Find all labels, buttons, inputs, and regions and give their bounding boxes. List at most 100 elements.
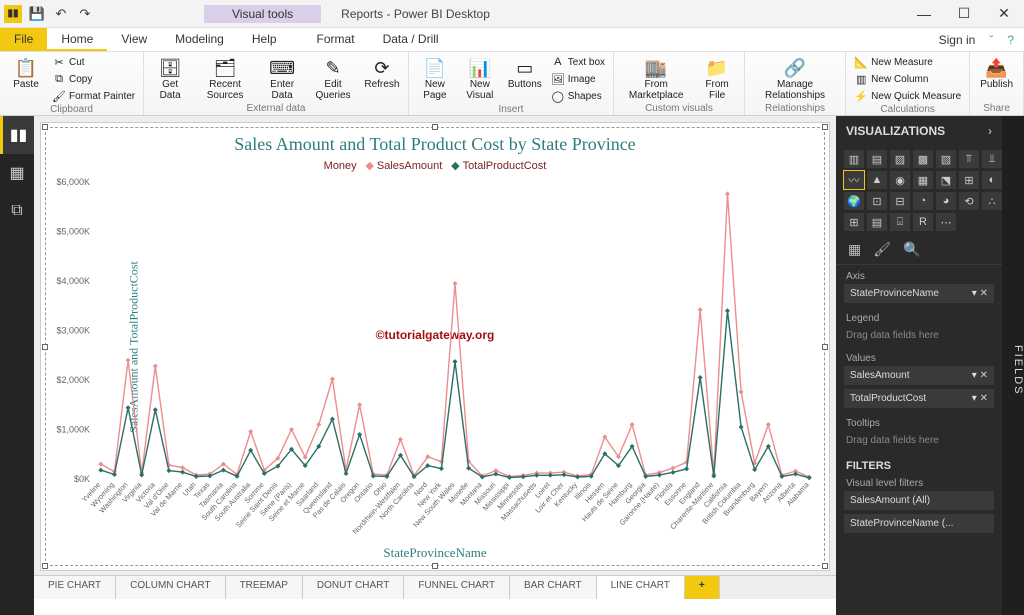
svg-text:$5,000K: $5,000K bbox=[56, 227, 90, 237]
redo-icon[interactable]: ↷ bbox=[76, 5, 94, 23]
page-tab[interactable]: BAR CHART bbox=[510, 576, 597, 599]
new-measure-button[interactable]: 📐New Measure bbox=[852, 54, 963, 70]
chevron-up-icon[interactable]: ˇ bbox=[989, 33, 993, 47]
viz-type-icon[interactable]: ⊡ bbox=[867, 192, 887, 210]
viz-type-icon[interactable]: ▧ bbox=[936, 150, 956, 168]
refresh-button[interactable]: ⟳Refresh bbox=[362, 54, 402, 93]
viz-type-icon[interactable]: ◐ bbox=[982, 171, 1002, 189]
page-tab[interactable]: TREEMAP bbox=[226, 576, 303, 599]
viz-type-icon[interactable]: R bbox=[913, 213, 933, 231]
nav-report-icon[interactable]: ▮▮ bbox=[0, 116, 34, 154]
tab-format[interactable]: Format bbox=[303, 28, 369, 51]
viz-type-icon[interactable]: ▤ bbox=[867, 213, 887, 231]
viz-type-icon[interactable]: ⊞ bbox=[959, 171, 979, 189]
maximize-button[interactable]: ☐ bbox=[944, 0, 984, 28]
page-tab[interactable]: DONUT CHART bbox=[303, 576, 404, 599]
remove-field-icon[interactable]: ✕ bbox=[980, 370, 988, 381]
viz-type-icon[interactable]: ⫫ bbox=[982, 150, 1002, 168]
resize-handle[interactable] bbox=[432, 563, 438, 569]
filter-item[interactable]: StateProvinceName (... bbox=[844, 514, 994, 533]
tab-help[interactable]: Help bbox=[238, 28, 291, 51]
resize-handle[interactable] bbox=[42, 124, 48, 130]
textbox-button[interactable]: AText box bbox=[549, 54, 607, 70]
viz-type-icon[interactable]: ⫪ bbox=[959, 150, 979, 168]
viz-type-icon[interactable]: ⬔ bbox=[936, 171, 956, 189]
tab-file[interactable]: File bbox=[0, 28, 47, 51]
publish-button[interactable]: 📤Publish bbox=[976, 54, 1017, 93]
legend-well-empty[interactable]: Drag data fields here bbox=[836, 326, 1002, 347]
get-data-button[interactable]: 🗄Get Data bbox=[150, 54, 190, 103]
add-page-button[interactable]: + bbox=[685, 576, 720, 599]
save-icon[interactable]: 💾 bbox=[28, 5, 46, 23]
undo-icon[interactable]: ↶ bbox=[52, 5, 70, 23]
axis-field-well[interactable]: StateProvinceName▾ ✕ bbox=[844, 284, 994, 303]
resize-handle[interactable] bbox=[822, 124, 828, 130]
enter-data-button[interactable]: ⌨Enter Data bbox=[260, 54, 304, 103]
viz-type-icon[interactable]: ▨ bbox=[890, 150, 910, 168]
page-tab[interactable]: LINE CHART bbox=[597, 576, 685, 599]
viz-type-icon[interactable]: ⌺ bbox=[890, 213, 910, 231]
viz-type-icon[interactable]: ⊟ bbox=[890, 192, 910, 210]
paste-button[interactable]: 📋Paste bbox=[6, 54, 46, 93]
new-quick-measure-button[interactable]: ⚡New Quick Measure bbox=[852, 88, 963, 104]
viz-type-icon[interactable]: ▲ bbox=[867, 171, 887, 189]
viz-type-line-icon[interactable]: 〰 bbox=[844, 171, 864, 189]
tooltips-well-empty[interactable]: Drag data fields here bbox=[836, 431, 1002, 452]
viz-type-icon[interactable]: ▩ bbox=[913, 150, 933, 168]
fields-tab-icon[interactable]: ▦ bbox=[848, 241, 861, 258]
viz-type-icon[interactable]: ∴ bbox=[982, 192, 1002, 210]
tab-modeling[interactable]: Modeling bbox=[161, 28, 238, 51]
page-tab[interactable]: PIE CHART bbox=[34, 576, 116, 599]
copy-button[interactable]: ⧉Copy bbox=[50, 71, 137, 87]
fields-pane-tab[interactable]: FIELDS bbox=[1002, 116, 1024, 615]
remove-field-icon[interactable]: ✕ bbox=[980, 288, 988, 299]
tab-data-drill[interactable]: Data / Drill bbox=[369, 28, 453, 51]
viz-type-icon[interactable]: ⊞ bbox=[844, 213, 864, 231]
nav-data-icon[interactable]: ▦ bbox=[0, 154, 34, 192]
from-marketplace-button[interactable]: 🏬From Marketplace bbox=[620, 54, 692, 103]
tab-home[interactable]: Home bbox=[47, 28, 107, 51]
resize-handle[interactable] bbox=[432, 124, 438, 130]
viz-type-icon[interactable]: ▥ bbox=[844, 150, 864, 168]
new-column-button[interactable]: ▥New Column bbox=[852, 71, 963, 87]
help-icon[interactable]: ? bbox=[1007, 33, 1014, 47]
page-tab[interactable]: COLUMN CHART bbox=[116, 576, 225, 599]
manage-relationships-button[interactable]: 🔗Manage Relationships bbox=[751, 54, 839, 103]
report-canvas[interactable]: Sales Amount and Total Product Cost by S… bbox=[40, 122, 830, 571]
format-painter-button[interactable]: 🖌Format Painter bbox=[50, 88, 137, 104]
values-field-well[interactable]: TotalProductCost▾ ✕ bbox=[844, 389, 994, 408]
sign-in-link[interactable]: Sign in bbox=[939, 33, 976, 47]
viz-type-icon[interactable]: ◕ bbox=[936, 192, 956, 210]
viz-type-icon[interactable]: ⟲ bbox=[959, 192, 979, 210]
viz-type-icon[interactable]: ▦ bbox=[913, 171, 933, 189]
viz-pane-header[interactable]: VISUALIZATIONS› bbox=[836, 116, 1002, 146]
buttons-button[interactable]: ▭Buttons bbox=[505, 54, 545, 93]
viz-type-icon[interactable]: ◉ bbox=[890, 171, 910, 189]
edit-queries-button[interactable]: ✎Edit Queries bbox=[308, 54, 358, 103]
cut-button[interactable]: ✂Cut bbox=[50, 54, 137, 70]
minimize-button[interactable]: — bbox=[904, 0, 944, 28]
remove-field-icon[interactable]: ✕ bbox=[980, 393, 988, 404]
values-field-well[interactable]: SalesAmount▾ ✕ bbox=[844, 366, 994, 385]
resize-handle[interactable] bbox=[42, 563, 48, 569]
viz-type-icon[interactable]: ▤ bbox=[867, 150, 887, 168]
viz-type-icon[interactable]: 🌍 bbox=[844, 192, 864, 210]
page-tab[interactable]: FUNNEL CHART bbox=[404, 576, 510, 599]
filter-item[interactable]: SalesAmount (All) bbox=[844, 491, 994, 510]
format-tab-icon[interactable]: 🖌 bbox=[873, 241, 891, 258]
chart-visual[interactable]: Sales Amount and Total Product Cost by S… bbox=[45, 127, 825, 566]
new-visual-button[interactable]: 📊New Visual bbox=[459, 54, 501, 103]
resize-handle[interactable] bbox=[822, 563, 828, 569]
viz-type-icon[interactable]: ◔ bbox=[913, 192, 933, 210]
recent-sources-button[interactable]: 🗂Recent Sources bbox=[194, 54, 256, 103]
close-button[interactable]: ✕ bbox=[984, 0, 1024, 28]
new-page-button[interactable]: 📄New Page bbox=[415, 54, 455, 103]
analytics-tab-icon[interactable]: 🔍 bbox=[903, 241, 920, 258]
viz-type-icon[interactable]: ⋯ bbox=[936, 213, 956, 231]
shapes-button[interactable]: ◯Shapes bbox=[549, 88, 607, 104]
tab-view[interactable]: View bbox=[107, 28, 161, 51]
group-share-label: Share bbox=[976, 103, 1017, 115]
image-button[interactable]: 🖼Image bbox=[549, 71, 607, 87]
nav-model-icon[interactable]: ⧉ bbox=[0, 192, 34, 230]
from-file-button[interactable]: 📁From File bbox=[696, 54, 738, 103]
